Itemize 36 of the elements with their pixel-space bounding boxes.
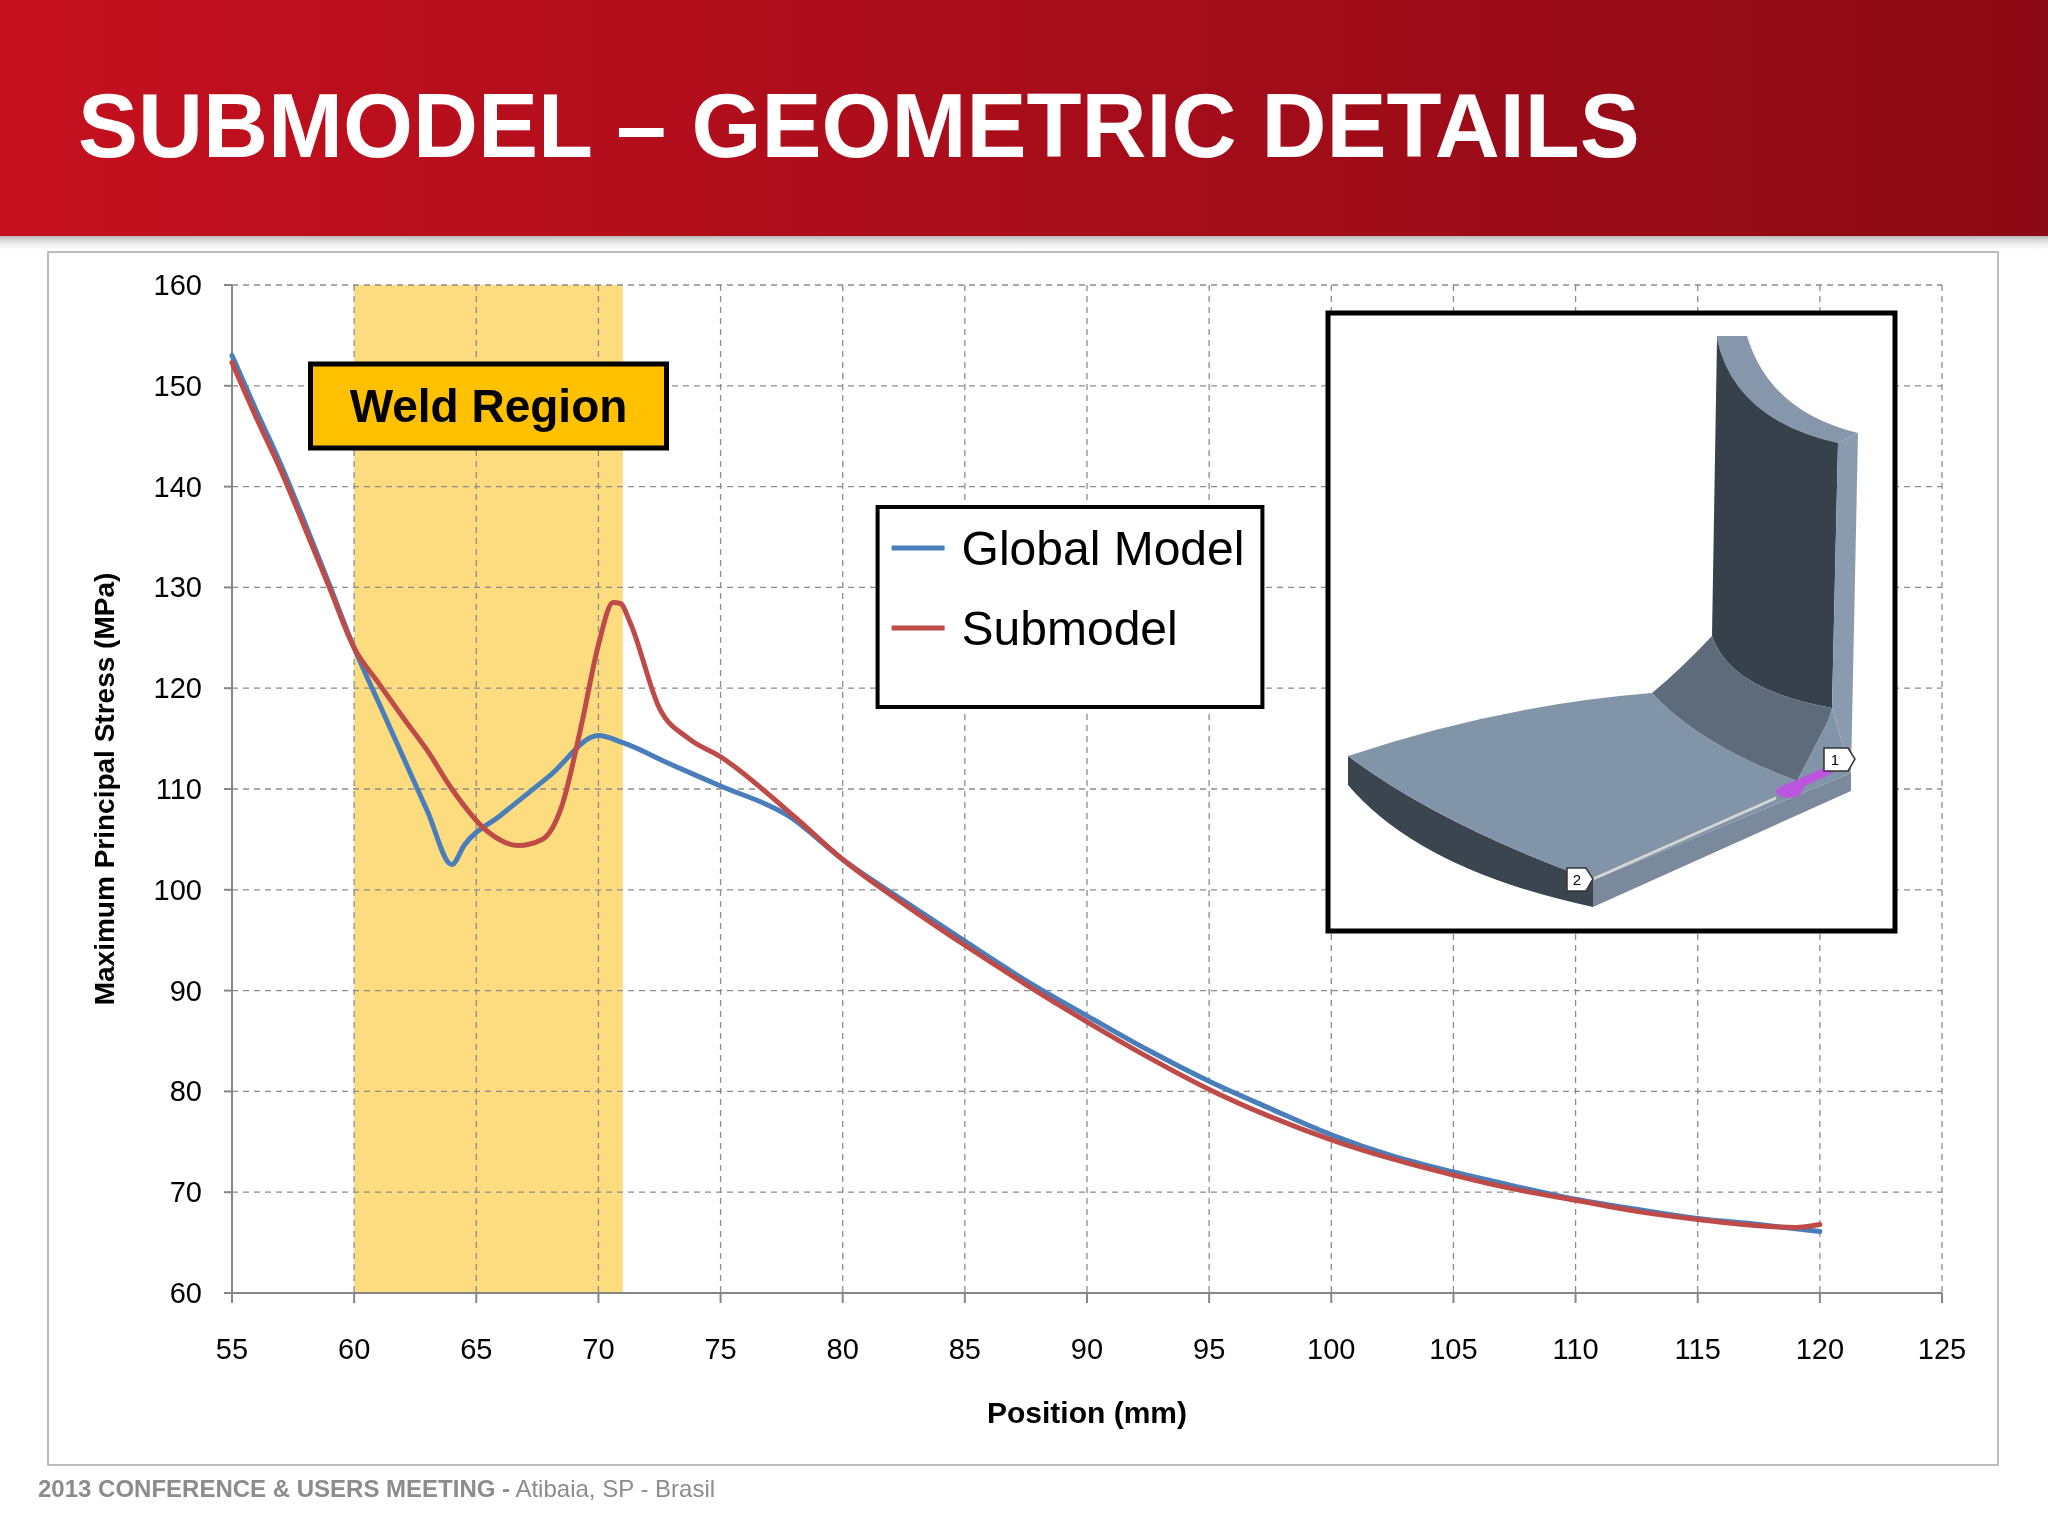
band-label: Weld Region	[349, 380, 628, 432]
y-tick-label: 110	[155, 773, 202, 805]
x-tick-label: 95	[1193, 1333, 1226, 1365]
x-tick-label: 80	[826, 1333, 859, 1365]
x-tick-label: 85	[948, 1333, 981, 1365]
chart-title: SUBMODEL – GEOMETRIC DETAILS	[78, 76, 1640, 176]
bracket-model-picture: 1 2	[1325, 310, 1898, 934]
x-tick-label: 75	[704, 1333, 737, 1365]
x-axis-title: Position (mm)	[987, 1396, 1187, 1429]
y-tick-label: 150	[153, 369, 202, 402]
y-tick-label: 140	[153, 470, 202, 503]
legend-label: Global Model	[961, 522, 1245, 575]
y-tick-label: 160	[153, 269, 202, 301]
x-tick-label: 55	[215, 1333, 249, 1365]
annotation: 1	[1830, 751, 1840, 768]
legend-label: Submodel	[961, 602, 1178, 655]
y-tick-label: 70	[169, 1176, 202, 1209]
y-tick-label: 100	[153, 873, 202, 906]
x-tick-label: 115	[1674, 1333, 1721, 1365]
x-tick-label: 100	[1307, 1333, 1356, 1365]
y-tick-label: 120	[153, 672, 202, 705]
x-tick-label: 90	[1070, 1333, 1104, 1365]
annotation: 2	[1572, 871, 1582, 888]
y-tick-label: 80	[169, 1075, 202, 1108]
x-tick-label: 105	[1429, 1333, 1478, 1365]
y-tick-label: 60	[169, 1277, 202, 1309]
text: 2013 CONFERENCE & USERS MEETING - Atibaia, SP - Brasil	[38, 1475, 716, 1502]
x-tick-label: 120	[1795, 1333, 1845, 1365]
x-tick-label: 110	[1552, 1333, 1599, 1365]
y-tick-label: 130	[153, 571, 202, 604]
x-tick-label: 60	[338, 1333, 371, 1365]
x-tick-label: 70	[582, 1333, 615, 1365]
y-axis-title: Maximum Principal Stress (MPa)	[89, 572, 120, 1006]
x-tick-label: 65	[460, 1333, 493, 1365]
y-tick-label: 90	[169, 974, 202, 1007]
x-tick-label: 125	[1917, 1333, 1967, 1365]
